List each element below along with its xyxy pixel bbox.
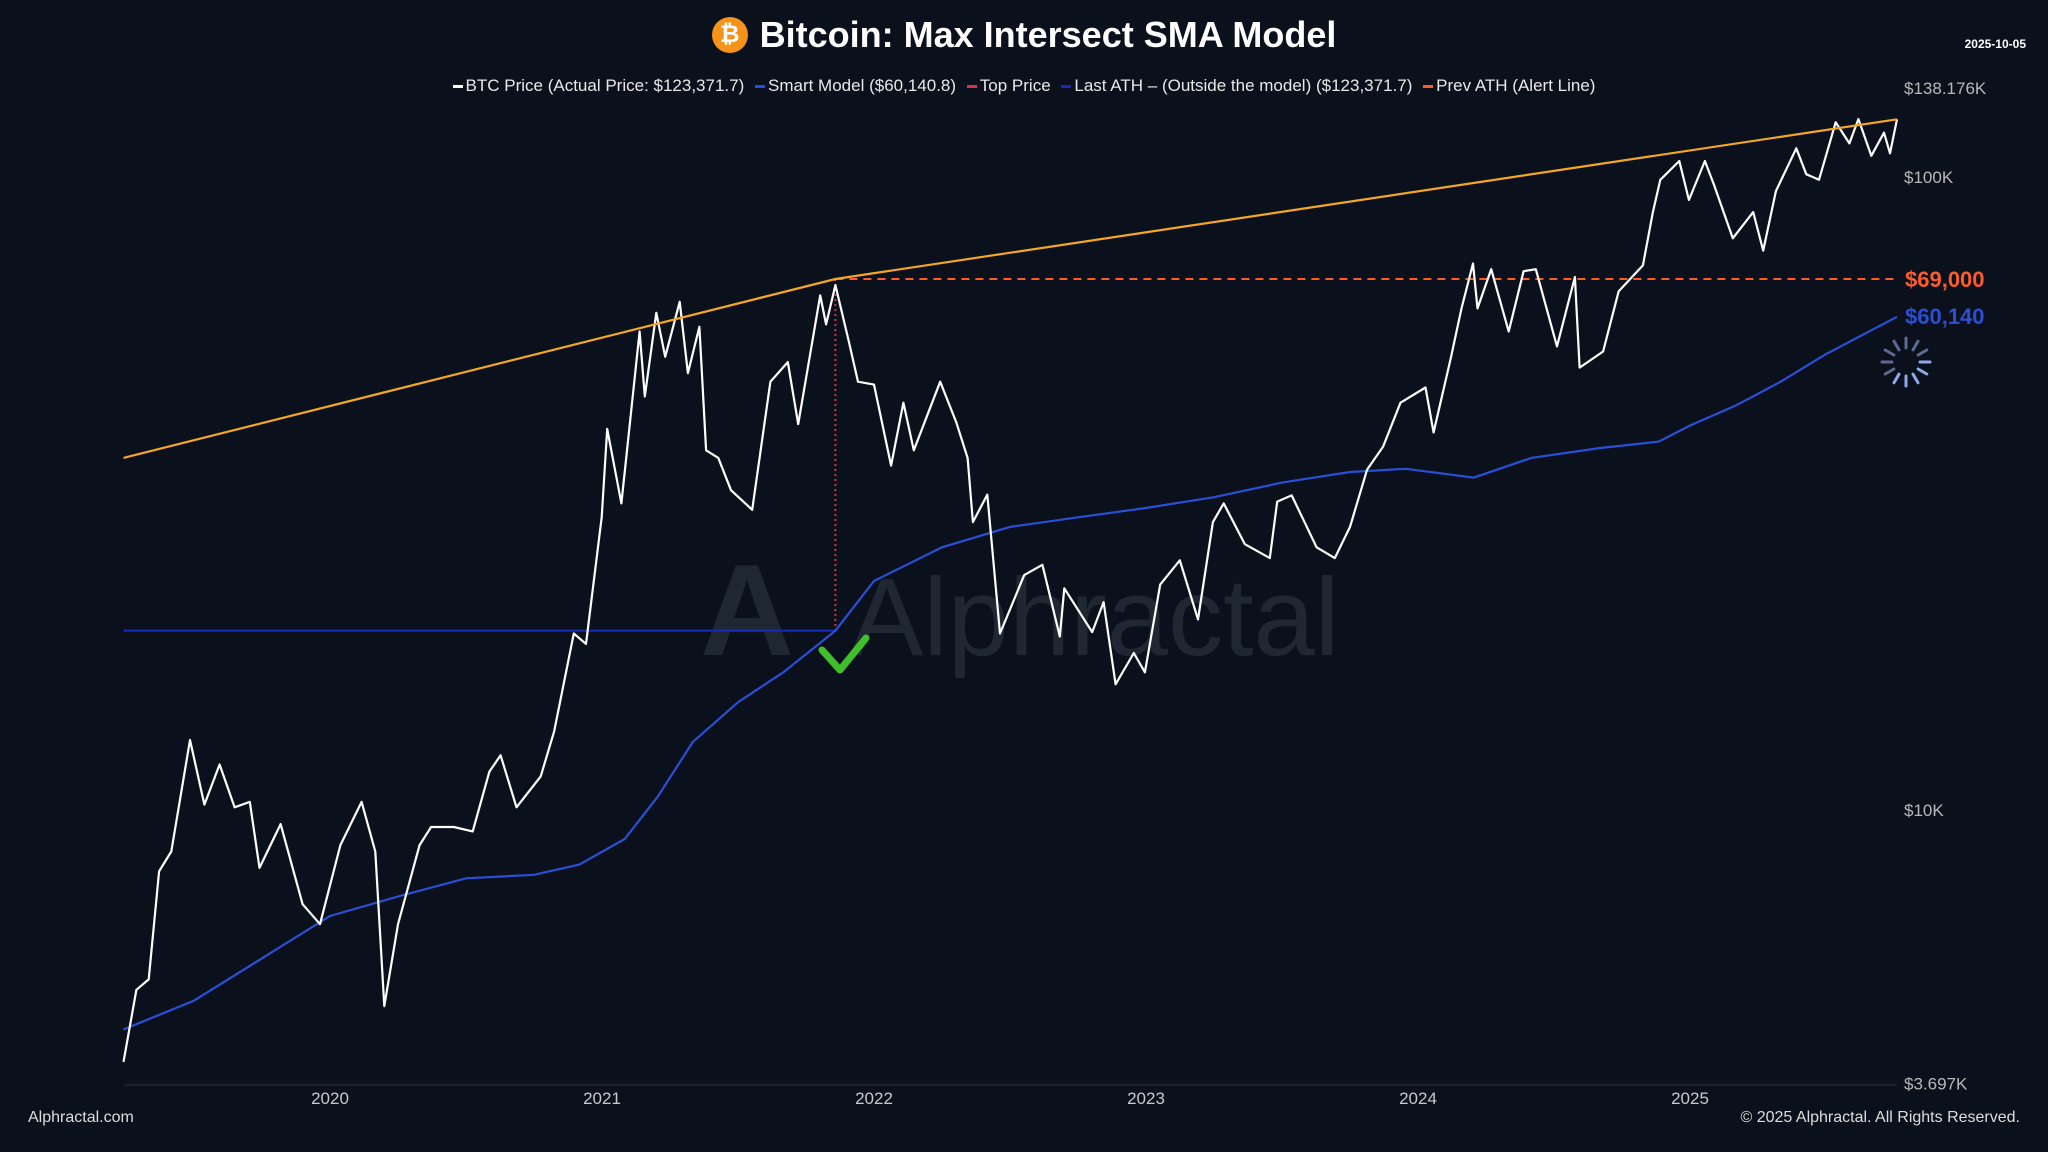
legend-swatch bbox=[1061, 85, 1072, 89]
footer-site[interactable]: Alphractal.com bbox=[28, 1109, 134, 1126]
title-text: Bitcoin: Max Intersect SMA Model bbox=[759, 14, 1337, 55]
loading-spinner-icon bbox=[1911, 372, 1920, 385]
y-tick-label: $10K bbox=[1904, 801, 1944, 820]
y-tick-label: $100K bbox=[1904, 168, 1954, 187]
legend-label: Top Price bbox=[979, 76, 1051, 95]
loading-spinner-icon bbox=[1892, 339, 1901, 352]
legend-swatch bbox=[966, 85, 977, 89]
chart-title: ₿ Bitcoin: Max Intersect SMA Model bbox=[0, 14, 2048, 56]
y-tick-label: $3.697K bbox=[1904, 1075, 1968, 1094]
x-tick-label: 2025 bbox=[1671, 1089, 1709, 1108]
loading-spinner-icon bbox=[1883, 348, 1896, 357]
prev-ath-label: $69,000 bbox=[1905, 267, 1985, 292]
loading-spinner-icon bbox=[1916, 367, 1929, 376]
legend-item-top-price[interactable]: Top Price bbox=[966, 76, 1051, 95]
loading-spinner-icon bbox=[1883, 367, 1896, 376]
loading-spinner-icon bbox=[1911, 339, 1920, 352]
btc-price-line bbox=[122, 117, 1899, 1063]
x-tick-label: 2020 bbox=[311, 1089, 349, 1108]
x-tick-label: 2023 bbox=[1127, 1089, 1165, 1108]
legend-item-prev-ath[interactable]: Prev ATH (Alert Line) bbox=[1423, 76, 1595, 95]
footer-copyright: © 2025 Alphractal. All Rights Reserved. bbox=[1740, 1109, 2021, 1126]
watermark-text: Alphractal bbox=[850, 556, 1339, 679]
legend-swatch bbox=[755, 85, 765, 89]
loading-spinner-icon bbox=[1892, 372, 1901, 385]
watermark: A Alphractal bbox=[700, 537, 1339, 683]
x-tick-label: 2024 bbox=[1399, 1089, 1437, 1108]
watermark-logo: A bbox=[700, 537, 794, 683]
model-value-label: $60,140 bbox=[1905, 304, 1985, 329]
legend-label: Prev ATH (Alert Line) bbox=[1436, 76, 1596, 95]
legend-swatch bbox=[452, 85, 463, 89]
legend-item-smart-model[interactable]: Smart Model ($60,140.8) bbox=[755, 76, 956, 95]
y-tick-label: $138.176K bbox=[1904, 79, 1987, 98]
chart-date: 2025-10-05 bbox=[1964, 37, 2026, 51]
x-tick-label: 2021 bbox=[583, 1089, 621, 1108]
checkmark-icon bbox=[818, 634, 870, 674]
legend-label: Last ATH – (Outside the model) ($123,371… bbox=[1074, 76, 1413, 95]
legend-swatch bbox=[1423, 85, 1434, 89]
loading-spinner-icon bbox=[1916, 348, 1929, 357]
legend-label: Smart Model ($60,140.8) bbox=[768, 76, 957, 95]
x-tick-label: 2022 bbox=[855, 1089, 893, 1108]
smart-model-line bbox=[123, 315, 1898, 1031]
bitcoin-icon: ₿ bbox=[711, 17, 748, 53]
legend-label: BTC Price (Actual Price: $123,371.7) bbox=[465, 76, 745, 95]
top-price-line bbox=[123, 118, 1898, 459]
legend: BTC Price (Actual Price: $123,371.7) Sma… bbox=[0, 76, 2048, 96]
legend-item-btc-price[interactable]: BTC Price (Actual Price: $123,371.7) bbox=[452, 76, 745, 95]
legend-item-last-ath[interactable]: Last ATH – (Outside the model) ($123,371… bbox=[1061, 76, 1412, 95]
